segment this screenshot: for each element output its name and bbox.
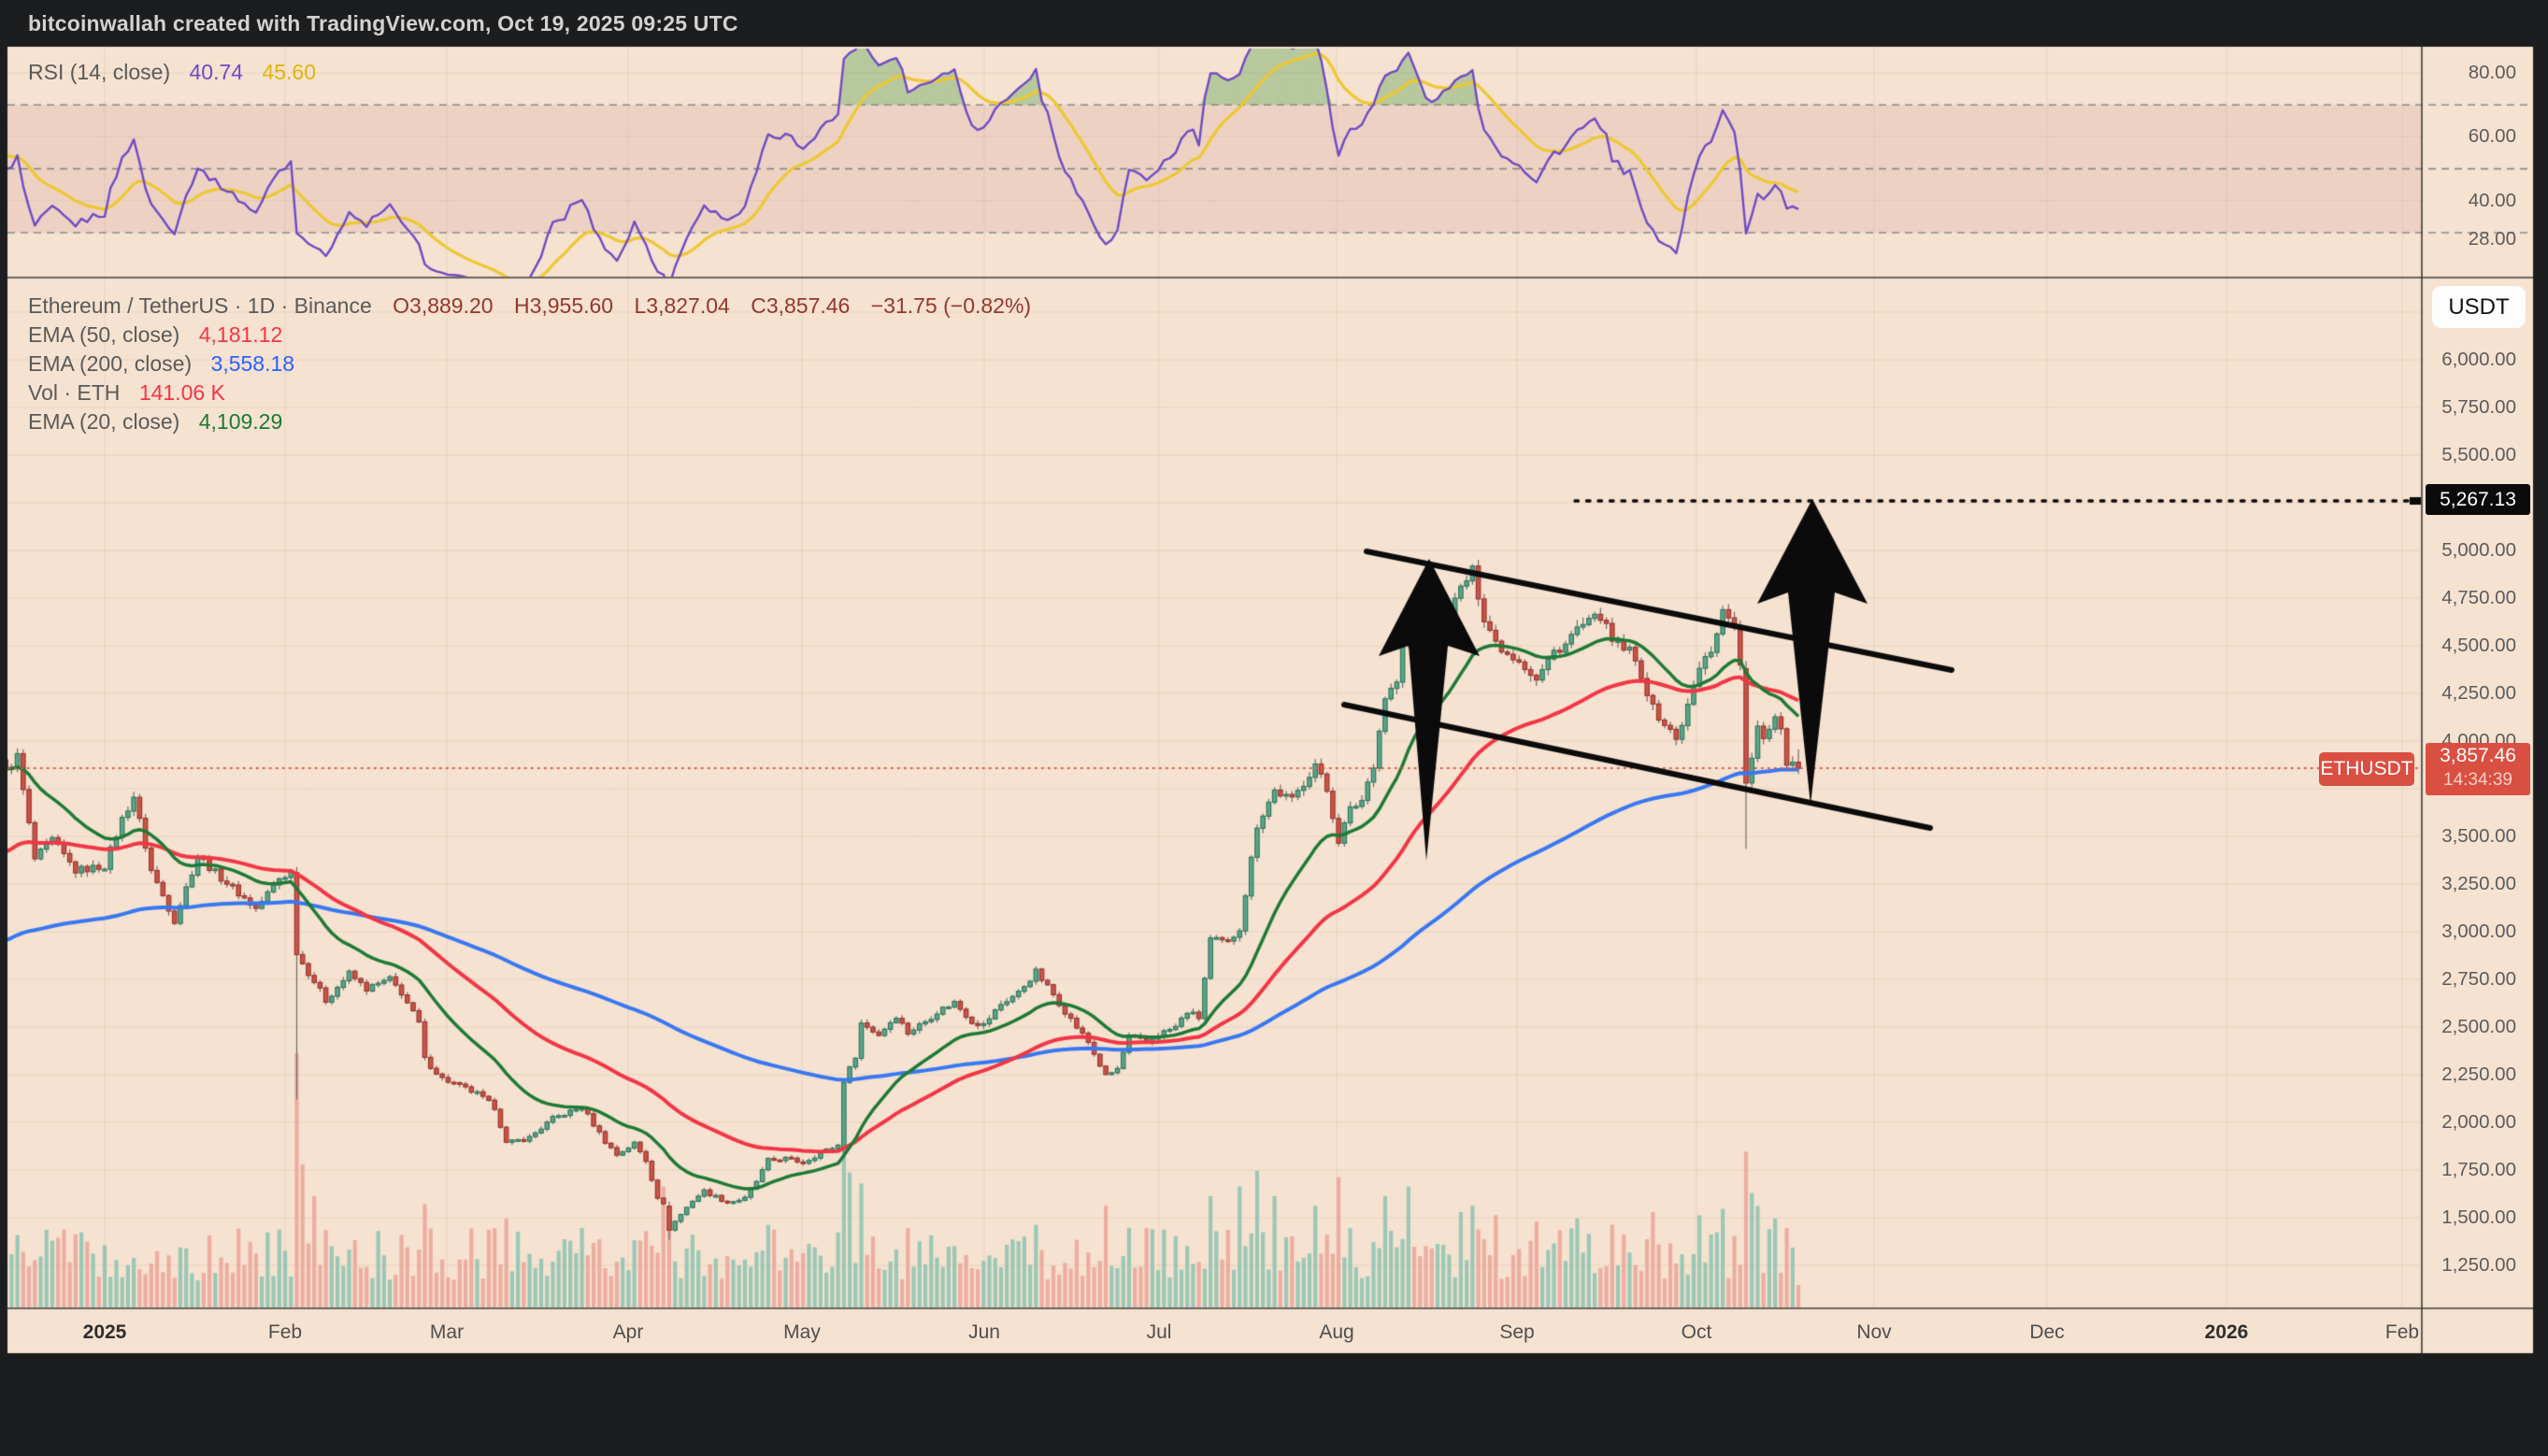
time-axis-label: Mar: [429, 1321, 465, 1343]
time-axis-label: Nov: [1856, 1321, 1892, 1343]
volume-value: 141.06 K: [138, 380, 225, 405]
time-axis-label: Feb: [2384, 1321, 2420, 1343]
ema50-legend-row[interactable]: EMA (50, close) 4,181.12: [28, 321, 1046, 350]
target-price-label: 5,267.13: [2426, 484, 2530, 515]
rsi-legend[interactable]: RSI (14, close) 40.74 45.60: [28, 60, 316, 85]
ticker-badge: ETHUSDT: [2319, 752, 2414, 786]
time-axis-label: Jul: [1146, 1321, 1172, 1343]
time-axis-label: 2025: [82, 1321, 127, 1343]
symbol-title: Ethereum / TetherUS · 1D · Binance: [28, 293, 372, 318]
header-title: bitcoinwallah created with TradingView.c…: [28, 11, 738, 36]
ohlc-low: L3,827.04: [634, 293, 730, 318]
ohlc-high: H3,955.60: [513, 293, 614, 318]
time-axis-label: Dec: [2029, 1321, 2065, 1343]
time-axis-label: Apr: [612, 1321, 644, 1343]
time-axis-label: May: [783, 1321, 821, 1343]
time-axis-label: Aug: [1319, 1321, 1354, 1343]
time-axis[interactable]: 2025 Feb Mar Apr May Jun Jul Aug Sep Oct Nov Dec 202…: [0, 1321, 2548, 1353]
volume-legend-row[interactable]: Vol · ETH 141.06 K: [28, 378, 1046, 407]
ema200-value: 3,558.18: [210, 351, 295, 376]
ohlc-change: −31.75 (−0.82%): [870, 293, 1032, 318]
time-axis-label: Oct: [1681, 1321, 1712, 1343]
main-legend: Ethereum / TetherUS · 1D · Binance O3,88…: [28, 292, 1046, 436]
ema50-value: 4,181.12: [198, 322, 283, 347]
ema200-label: EMA (200, close): [28, 351, 193, 376]
ema20-label: EMA (20, close): [28, 409, 180, 434]
ema20-legend-row[interactable]: EMA (20, close) 4,109.29: [28, 407, 1046, 436]
currency-toggle-button[interactable]: USDT: [2432, 286, 2526, 328]
time-axis-label: Jun: [968, 1321, 1000, 1343]
volume-label: Vol · ETH: [28, 380, 121, 405]
ohlc-open: O3,889.20: [393, 293, 494, 318]
ema20-value: 4,109.29: [198, 409, 283, 434]
current-price-value: 3,857.46: [2440, 745, 2516, 766]
time-axis-label: Feb: [267, 1321, 303, 1343]
rsi-ma-value: 45.60: [262, 60, 317, 84]
footer-bar: TradingView: [0, 1353, 2548, 1456]
time-axis-label: Sep: [1499, 1321, 1535, 1343]
rsi-legend-label: RSI (14, close): [28, 60, 171, 84]
header-bar: bitcoinwallah created with TradingView.c…: [0, 0, 2548, 47]
time-axis-label: 2026: [2204, 1321, 2249, 1343]
current-price-label: 3,857.46 14:34:39: [2426, 743, 2530, 795]
bar-countdown: 14:34:39: [2443, 770, 2512, 790]
rsi-value: 40.74: [189, 60, 244, 84]
ema200-legend-row[interactable]: EMA (200, close) 3,558.18: [28, 350, 1046, 378]
ema50-label: EMA (50, close): [28, 322, 180, 347]
ohlc-close: C3,857.46: [751, 293, 851, 318]
symbol-legend-row[interactable]: Ethereum / TetherUS · 1D · Binance O3,88…: [28, 292, 1046, 321]
